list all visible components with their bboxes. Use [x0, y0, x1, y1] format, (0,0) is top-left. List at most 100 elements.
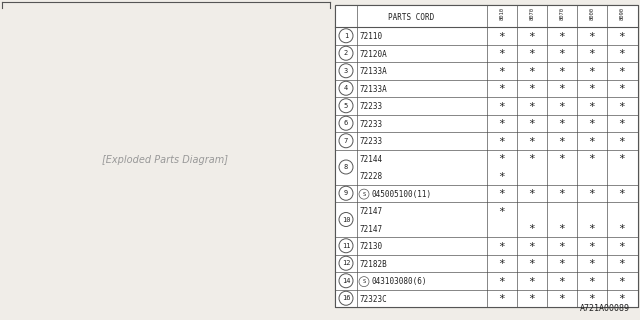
Bar [335, 5, 638, 307]
Text: 2: 2 [344, 50, 348, 56]
Circle shape [339, 274, 353, 288]
Circle shape [339, 46, 353, 60]
Circle shape [339, 134, 353, 148]
Text: *: * [619, 137, 625, 147]
Bar [335, 237, 638, 254]
Text: *: * [619, 49, 625, 59]
Text: *: * [619, 67, 625, 76]
Text: 72233: 72233 [359, 120, 382, 129]
Text: *: * [529, 189, 536, 199]
Text: 8000: 8000 [589, 7, 595, 20]
Text: 043103080(6): 043103080(6) [371, 277, 426, 286]
Circle shape [339, 99, 353, 113]
Text: *: * [589, 102, 595, 112]
Circle shape [339, 64, 353, 78]
Circle shape [339, 29, 353, 43]
Text: *: * [589, 189, 595, 199]
Text: *: * [559, 67, 565, 76]
Text: *: * [529, 32, 536, 42]
Text: *: * [619, 242, 625, 252]
Text: *: * [559, 189, 565, 199]
Bar [335, 115, 638, 132]
Text: *: * [499, 119, 506, 129]
Text: 72133A: 72133A [359, 67, 387, 76]
Text: 72133A: 72133A [359, 84, 387, 94]
Text: *: * [619, 224, 625, 234]
Bar [335, 149, 638, 185]
Text: 72228: 72228 [359, 172, 382, 181]
Text: S: S [362, 279, 365, 284]
Text: *: * [499, 49, 506, 59]
Text: 045005100(11): 045005100(11) [371, 190, 431, 199]
Bar [335, 5, 638, 307]
Bar [335, 132, 638, 149]
Text: *: * [589, 119, 595, 129]
Text: 8: 8 [344, 164, 348, 170]
Text: *: * [499, 154, 506, 164]
Text: 3: 3 [344, 68, 348, 74]
Text: *: * [499, 207, 506, 217]
Text: *: * [529, 84, 536, 94]
Text: *: * [589, 294, 595, 304]
Text: *: * [589, 67, 595, 76]
Text: 9: 9 [344, 190, 348, 196]
Text: *: * [589, 84, 595, 94]
Text: *: * [589, 154, 595, 164]
Text: *: * [559, 154, 565, 164]
Text: *: * [529, 119, 536, 129]
Text: *: * [529, 224, 536, 234]
Text: *: * [499, 294, 506, 304]
Bar [335, 202, 638, 237]
Text: *: * [589, 259, 595, 269]
Bar [335, 27, 638, 44]
Text: [Exploded Parts Diagram]: [Exploded Parts Diagram] [102, 155, 228, 165]
Text: 72233: 72233 [359, 102, 382, 111]
Text: 72110: 72110 [359, 32, 382, 41]
Text: 72233: 72233 [359, 137, 382, 146]
Text: 72144: 72144 [359, 155, 382, 164]
Text: *: * [559, 242, 565, 252]
Text: 7: 7 [344, 138, 348, 144]
Text: *: * [499, 189, 506, 199]
Text: 1: 1 [344, 33, 348, 39]
Text: *: * [589, 242, 595, 252]
Text: S: S [362, 192, 365, 196]
Bar [335, 62, 638, 79]
Text: 11: 11 [342, 243, 350, 249]
Bar [335, 44, 638, 62]
Text: *: * [619, 32, 625, 42]
Circle shape [339, 116, 353, 130]
Bar [335, 79, 638, 97]
Text: *: * [499, 84, 506, 94]
Text: 8010: 8010 [499, 7, 504, 20]
Text: *: * [529, 67, 536, 76]
Circle shape [339, 160, 353, 174]
Text: *: * [529, 102, 536, 112]
Text: 72147: 72147 [359, 225, 382, 234]
Text: *: * [499, 102, 506, 112]
Text: 8070: 8070 [559, 7, 564, 20]
Text: *: * [559, 276, 565, 287]
Bar [335, 290, 638, 307]
Text: *: * [559, 102, 565, 112]
Text: *: * [559, 259, 565, 269]
Text: 10: 10 [342, 217, 350, 222]
Text: *: * [529, 242, 536, 252]
Text: *: * [619, 276, 625, 287]
Text: PARTS CORD: PARTS CORD [388, 12, 434, 22]
Text: *: * [559, 32, 565, 42]
Text: *: * [499, 67, 506, 76]
Text: *: * [559, 49, 565, 59]
Text: *: * [499, 276, 506, 287]
Text: *: * [499, 172, 506, 182]
Bar [335, 272, 638, 290]
Text: *: * [529, 137, 536, 147]
Text: 72182B: 72182B [359, 260, 387, 268]
Text: *: * [529, 154, 536, 164]
Text: 72120A: 72120A [359, 50, 387, 59]
Text: A721A00089: A721A00089 [580, 304, 630, 313]
Text: *: * [619, 119, 625, 129]
Text: *: * [619, 84, 625, 94]
Text: *: * [619, 189, 625, 199]
Circle shape [339, 256, 353, 270]
